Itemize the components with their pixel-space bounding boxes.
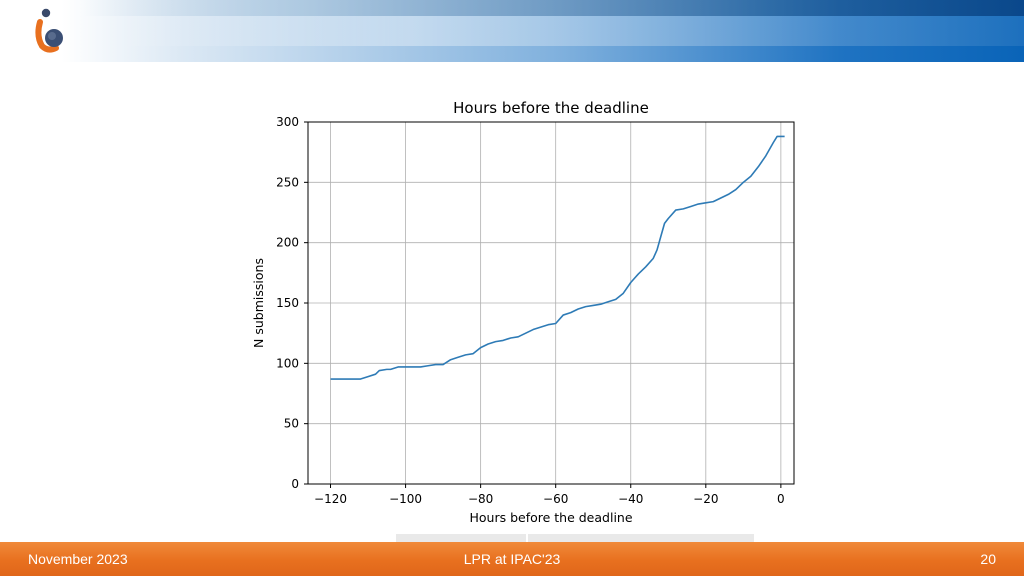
y-axis-title: N submissions xyxy=(251,258,266,348)
x-tick-label: −20 xyxy=(693,492,718,506)
header-band xyxy=(0,0,1024,62)
y-tick-label: 150 xyxy=(276,296,299,310)
series-line xyxy=(330,135,785,380)
x-tick-label: −60 xyxy=(543,492,568,506)
y-tick-label: 300 xyxy=(276,115,299,129)
x-tick-label: −40 xyxy=(618,492,643,506)
y-tick-label: 100 xyxy=(276,356,299,370)
ipac-logo-icon xyxy=(35,8,63,53)
y-tick-label: 250 xyxy=(276,175,299,189)
y-tick-label: 200 xyxy=(276,236,299,250)
tick-layer: −120 −100 −80 −60 −40 −20 0 0 50 100 150 200 250 300 xyxy=(276,115,785,506)
header-stripe-mid xyxy=(0,16,1024,46)
footer-bar: November 2023 LPR at IPAC'23 20 xyxy=(0,542,1024,576)
x-tick-label: −100 xyxy=(389,492,422,506)
footer-tab-left xyxy=(396,534,526,542)
header-stripe-top xyxy=(0,0,1024,16)
chart-title: Hours before the deadline xyxy=(453,99,649,117)
x-tick-label: −80 xyxy=(468,492,493,506)
x-axis-title: Hours before the deadline xyxy=(469,510,632,525)
footer-event: LPR at IPAC'23 xyxy=(463,551,561,567)
footer-tab-right xyxy=(528,534,754,542)
page-number: 20 xyxy=(980,551,996,567)
grid-layer xyxy=(308,121,794,485)
y-tick-label: 50 xyxy=(284,417,299,431)
y-tick-label: 0 xyxy=(291,477,299,491)
x-tick-label: −120 xyxy=(314,492,347,506)
footer-date: November 2023 xyxy=(28,551,128,567)
x-tick-label: 0 xyxy=(777,492,785,506)
